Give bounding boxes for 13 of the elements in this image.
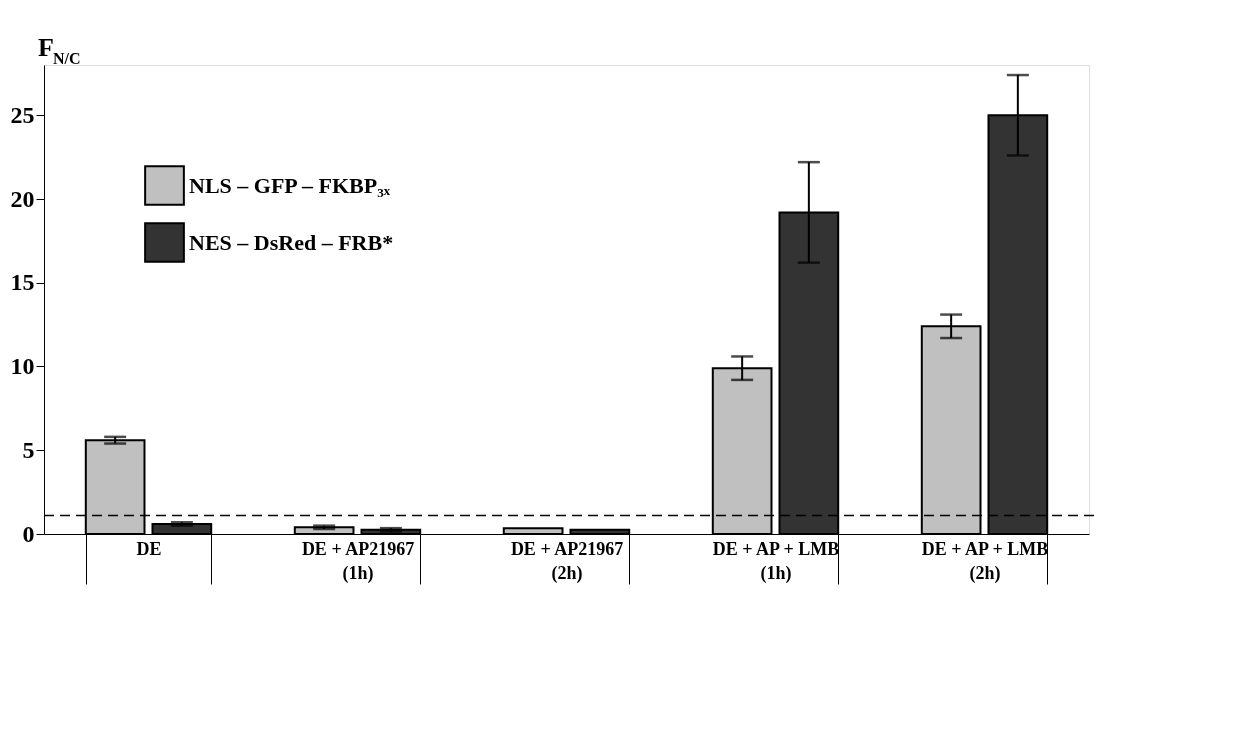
y-tick-label: 20 [10,185,35,212]
y-tick-label: 15 [10,269,35,296]
x-tick-label: DE + AP21967 (2h) [510,538,624,584]
legend-label: NES – DsRed – FRB* [189,229,394,255]
y-tick-label: 25 [10,101,35,128]
y-tick-label: 0 [22,520,35,547]
y-tick-label: 10 [10,353,35,379]
legend-label: NLS – GFP – FKBP₃ₓ [189,172,391,198]
x-tick-label: DE + AP + LMB (1h) [712,538,840,584]
y-tick-label: 5 [22,436,35,463]
x-tick-label: DE + AP21967 (1h) [301,538,415,584]
x-tick-label: DE [136,538,162,559]
x-tick-label: DE + AP + LMB (2h) [921,538,1049,584]
